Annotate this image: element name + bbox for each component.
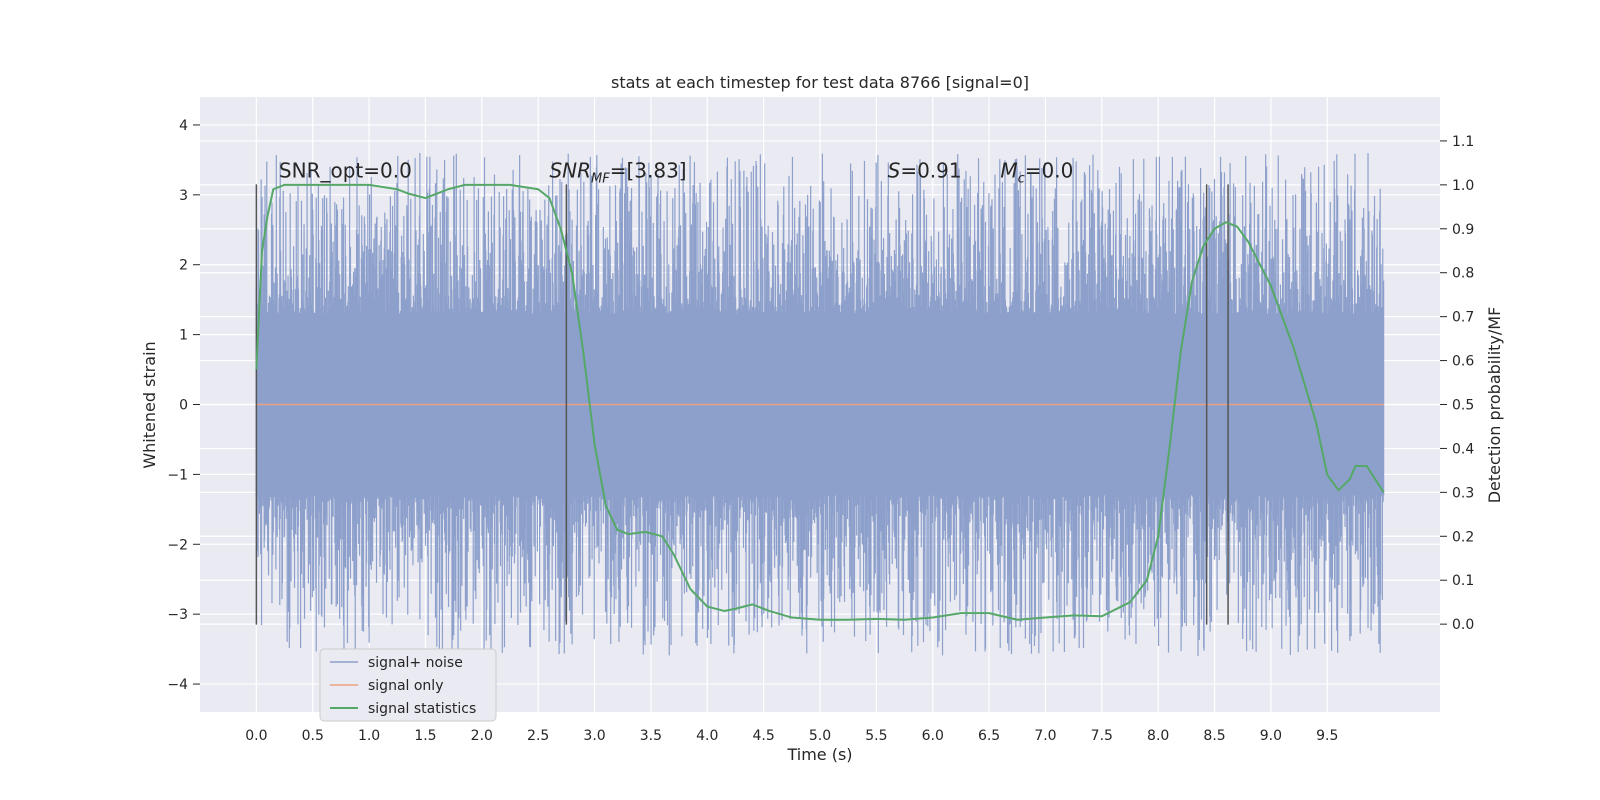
- legend-label-signal-statistics: signal statistics: [368, 701, 476, 717]
- x-tick-label: 3.5: [640, 728, 662, 744]
- y-tick-label: −2: [167, 537, 188, 553]
- annotation: Mc=0.0: [1000, 158, 1073, 186]
- annotation: SNR_opt=0.0: [279, 158, 412, 182]
- x-tick-label: 9.0: [1260, 728, 1282, 744]
- x-tick-label: 7.5: [1091, 728, 1113, 744]
- annotations: SNR_opt=0.0 SNRMF=[3.83] S=0.91 Mc=0.0: [279, 158, 1073, 186]
- y2-tick-label: 0.1: [1452, 573, 1474, 589]
- y2-axis-label: Detection probability/MF: [1485, 307, 1504, 504]
- y-tick-label: −1: [167, 467, 188, 483]
- y-tick-label: 2: [179, 258, 188, 274]
- x-tick-label: 4.5: [753, 728, 775, 744]
- y2-tick-labels: 0.0 0.1 0.2 0.3 0.4 0.5 0.6 0.7 0.8 0.9 1.0 1.1: [1440, 134, 1474, 633]
- y2-tick-label: 1.1: [1452, 134, 1474, 150]
- series-signal-statistics: [255, 183, 1385, 621]
- x-tick-label: 5.0: [809, 728, 831, 744]
- y2-tick-label: 0.0: [1452, 617, 1474, 633]
- x-tick-label: 1.0: [358, 728, 380, 744]
- y-tick-labels: −4 −3 −2 −1 0 1 2 3 4: [167, 118, 200, 693]
- x-tick-label: 2.0: [471, 728, 493, 744]
- x-tick-label: 0.5: [302, 728, 324, 744]
- y2-tick-label: 0.9: [1452, 222, 1474, 238]
- x-tick-label: 7.0: [1034, 728, 1056, 744]
- x-tick-label: 4.0: [696, 728, 718, 744]
- y-tick-label: −4: [167, 677, 188, 693]
- y2-tick-label: 0.2: [1452, 529, 1474, 545]
- y-tick-label: 0: [179, 398, 188, 414]
- x-tick-label: 0.0: [245, 728, 267, 744]
- y2-tick-label: 0.6: [1452, 354, 1474, 370]
- x-tick-label: 6.5: [978, 728, 1000, 744]
- x-tick-label: 1.5: [414, 728, 436, 744]
- vertical-markers: [255, 184, 1229, 625]
- legend-frame: [319, 648, 497, 722]
- legend-label-signal-noise: signal+ noise: [368, 655, 463, 671]
- x-tick-label: 6.0: [922, 728, 944, 744]
- x-tick-label: 8.5: [1203, 728, 1225, 744]
- x-axis-label: Time (s): [786, 745, 852, 764]
- x-tick-label: 2.5: [527, 728, 549, 744]
- y2-tick-label: 0.4: [1452, 441, 1474, 457]
- y-tick-label: 4: [179, 118, 188, 134]
- signal-statistics-line: [255, 183, 1385, 621]
- y2-tick-label: 0.5: [1452, 398, 1474, 414]
- annotation: S=0.91: [888, 158, 962, 182]
- legend: signal+ noise signal only signal statist…: [319, 648, 497, 722]
- x-tick-label: 8.0: [1147, 728, 1169, 744]
- y2-tick-label: 0.3: [1452, 485, 1474, 501]
- y2-tick-label: 0.8: [1452, 266, 1474, 282]
- y-tick-label: −3: [167, 607, 188, 623]
- y-tick-label: 3: [179, 188, 188, 204]
- annotation: SNRMF=[3.83]: [549, 158, 686, 186]
- y2-tick-label: 1.0: [1452, 178, 1474, 194]
- y2-tick-label: 0.7: [1452, 310, 1474, 326]
- y-tick-label: 1: [179, 328, 188, 344]
- chart-title: stats at each timestep for test data 876…: [611, 73, 1029, 92]
- y-axis-label: Whitened strain: [140, 341, 159, 468]
- x-tick-labels: 0.0 0.5 1.0 1.5 2.0 2.5 3.0 3.5 4.0 4.5 5.0 5.5 6.0 6…: [245, 728, 1338, 744]
- x-tick-label: 9.5: [1316, 728, 1338, 744]
- x-tick-label: 3.0: [583, 728, 605, 744]
- legend-label-signal-only: signal only: [368, 678, 443, 694]
- x-tick-label: 5.5: [865, 728, 887, 744]
